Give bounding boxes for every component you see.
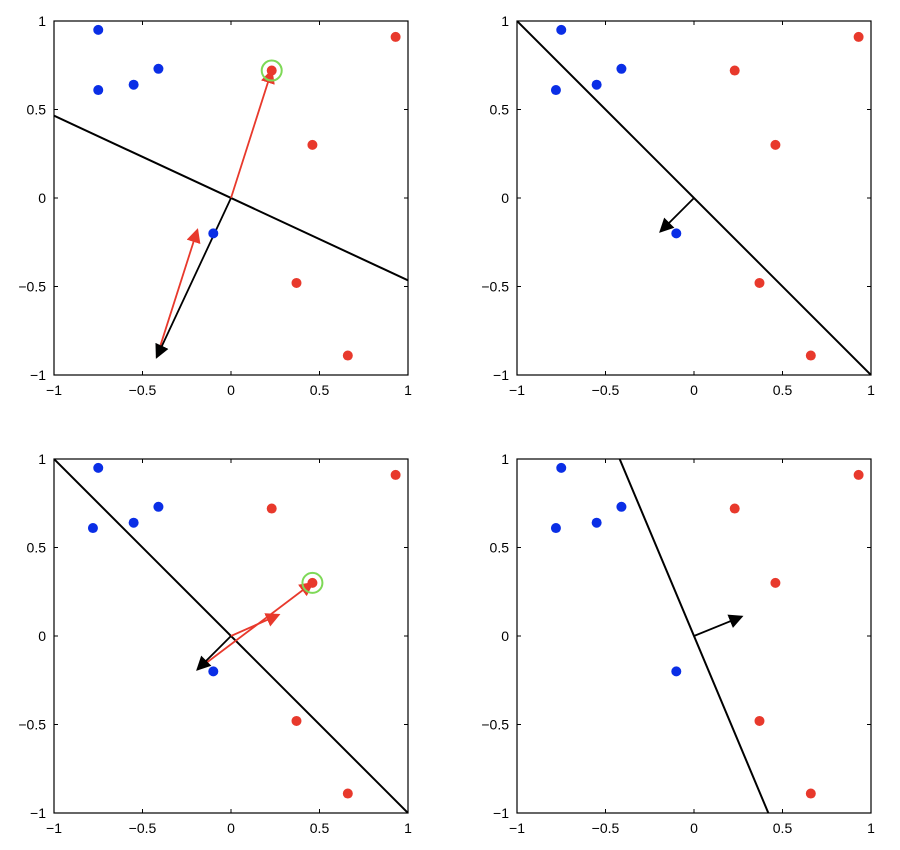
blue-point (550, 85, 561, 96)
panel-bottom-left: −1 −0.5 0 0.5 1 −1 −0.5 0 0.5 1 (18, 451, 412, 836)
weight-arrow (155, 197, 232, 359)
panel-top-left: −1 −0.5 0 0.5 1 −1 −0.5 0 0.5 1 (18, 13, 412, 398)
red-point (729, 65, 740, 76)
y-tick-label: 0.5 (27, 540, 47, 556)
x-tick-label: 0 (227, 382, 235, 398)
weight-arrow (659, 197, 695, 233)
x-tick-label: 0.5 (310, 820, 330, 836)
red-point (770, 577, 781, 588)
y-tick-label: 1 (38, 13, 46, 29)
x-tick-label: −1 (509, 820, 525, 836)
update-arrow (155, 228, 201, 358)
red-point (754, 277, 765, 288)
y-tick-label: −0.5 (481, 279, 509, 295)
y-tick-label: 0.5 (490, 102, 510, 118)
y-tick-label: 0.5 (27, 102, 47, 118)
red-point (266, 503, 277, 514)
y-tick-label: 0 (38, 628, 46, 644)
blue-point (671, 666, 682, 677)
blue-point (153, 501, 164, 512)
y-tick-label: −1 (30, 367, 46, 383)
y-tick-label: −0.5 (18, 279, 46, 295)
x-tick-label: 1 (404, 382, 412, 398)
y-tick-label: 0 (38, 190, 46, 206)
blue-point (153, 63, 164, 74)
blue-point (208, 666, 219, 677)
panel-top-right: −1 −0.5 0 0.5 1 −1 −0.5 0 0.5 1 (481, 13, 875, 398)
blue-point (671, 228, 682, 239)
blue-point (591, 79, 602, 90)
x-tick-label: 0 (690, 820, 698, 836)
y-tick-label: −1 (493, 367, 509, 383)
x-tick-label: 0.5 (773, 820, 793, 836)
blue-point (550, 523, 561, 534)
x-tick-label: −1 (509, 382, 525, 398)
panel-bottom-right: −1 −0.5 0 0.5 1 −1 −0.5 0 0.5 1 (481, 451, 875, 836)
blue-point (93, 24, 104, 35)
x-tick-label: −0.5 (592, 820, 620, 836)
red-point (770, 139, 781, 150)
red-point (291, 277, 302, 288)
x-tick-label: −0.5 (129, 382, 157, 398)
highlight-ring (301, 571, 324, 594)
x-tick-label: 0.5 (773, 382, 793, 398)
red-point (342, 350, 353, 361)
blue-point (87, 523, 98, 534)
red-point (342, 788, 353, 799)
weight-arrow (196, 635, 232, 671)
blue-point (128, 517, 139, 528)
red-point (729, 503, 740, 514)
update-arrow (230, 68, 275, 199)
weight-arrow (693, 614, 744, 637)
x-tick-label: 0.5 (310, 382, 330, 398)
red-point (853, 469, 864, 480)
y-tick-label: 1 (501, 451, 509, 467)
y-tick-label: −1 (493, 805, 509, 821)
blue-point (208, 228, 219, 239)
x-tick-label: −1 (46, 820, 62, 836)
red-point (390, 469, 401, 480)
x-tick-label: −0.5 (592, 382, 620, 398)
red-point (291, 715, 302, 726)
red-point (307, 577, 318, 588)
red-point (853, 31, 864, 42)
red-point (266, 65, 277, 76)
blue-point (616, 501, 627, 512)
blue-point (93, 85, 104, 96)
blue-point (556, 24, 567, 35)
x-tick-label: −0.5 (129, 820, 157, 836)
y-tick-label: 0.5 (490, 540, 510, 556)
y-tick-label: −0.5 (481, 717, 509, 733)
blue-point (556, 462, 567, 473)
red-point (805, 788, 816, 799)
y-tick-label: −1 (30, 805, 46, 821)
x-tick-label: 1 (404, 820, 412, 836)
plot-area (54, 24, 408, 361)
x-tick-label: 1 (867, 820, 875, 836)
x-tick-label: −1 (46, 382, 62, 398)
blue-point (93, 462, 104, 473)
x-tick-label: 1 (867, 382, 875, 398)
update-arrow (230, 613, 281, 637)
red-point (390, 31, 401, 42)
y-tick-label: 1 (38, 451, 46, 467)
x-tick-label: 0 (227, 820, 235, 836)
red-point (307, 139, 318, 150)
blue-point (616, 63, 627, 74)
x-tick-label: 0 (690, 382, 698, 398)
blue-point (591, 517, 602, 528)
plot-area (550, 459, 864, 813)
y-tick-label: 0 (501, 628, 509, 644)
y-tick-label: 1 (501, 13, 509, 29)
plot-area (54, 459, 408, 813)
blue-point (128, 79, 139, 90)
red-point (805, 350, 816, 361)
red-point (754, 715, 765, 726)
highlight-ring (260, 59, 283, 82)
y-tick-label: −0.5 (18, 717, 46, 733)
plot-area (517, 21, 871, 375)
y-tick-label: 0 (501, 190, 509, 206)
